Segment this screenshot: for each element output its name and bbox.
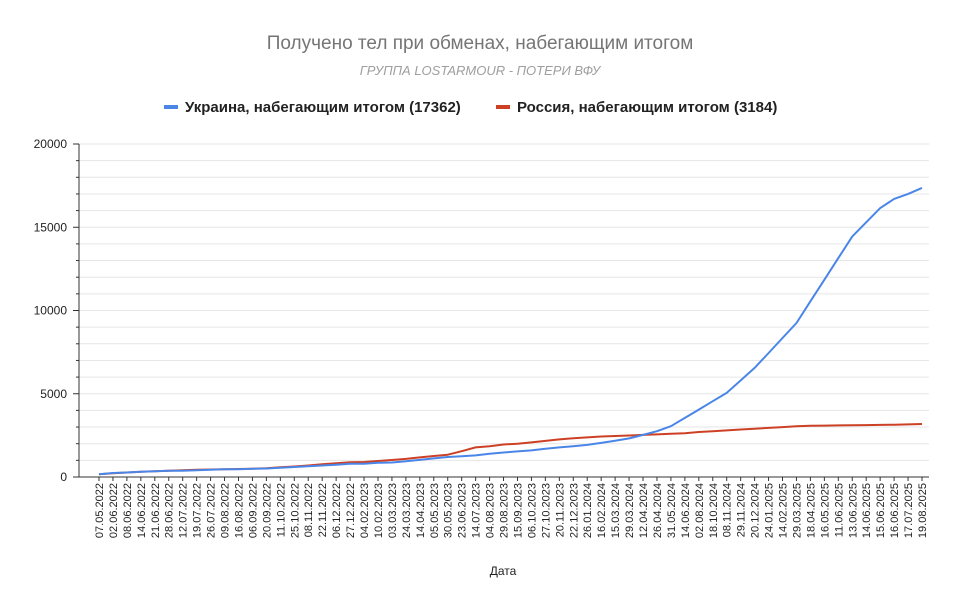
x-axis-title: Дата (490, 564, 517, 578)
x-tick-label: 05.05.2023 (429, 483, 441, 538)
y-tick-label: 15000 (34, 220, 68, 234)
x-tick-label: 14.04.2023 (415, 483, 427, 538)
x-tick-label: 12.07.2022 (178, 483, 190, 538)
y-tick-label: 5000 (40, 387, 67, 401)
x-tick-label: 20.11.2023 (554, 483, 566, 537)
x-tick-label: 26.07.2022 (206, 483, 218, 538)
x-tick-label: 22.12.2023 (568, 483, 580, 538)
x-tick-label: 13.06.2025 (847, 483, 859, 538)
gridlines (79, 143, 929, 478)
x-tick-label: 31.05.2024 (666, 483, 678, 538)
y-tick-label: 10000 (34, 304, 68, 318)
x-tick-label: 16.02.2024 (596, 483, 608, 538)
x-tick-label: 15.09.2023 (512, 483, 524, 538)
x-tick-label: 15.06.2025 (875, 483, 887, 538)
series-lines (98, 186, 923, 476)
x-tick-label: 09.08.2022 (220, 483, 232, 538)
x-tick-label: 29.03.2024 (624, 483, 636, 538)
x-tick-label: 12.04.2024 (638, 483, 650, 538)
x-tick-label: 02.06.2022 (108, 483, 120, 538)
legend-label-russia: Россия, набегающим итогом (3184) (517, 99, 777, 116)
x-tick-label: 10.02.2023 (373, 483, 385, 538)
x-tick-label: 16.05.2025 (819, 483, 831, 538)
x-tick-label: 21.06.2022 (150, 483, 162, 538)
x-tick-label: 14.02.2025 (778, 483, 790, 538)
x-tick-label: 08.11.2022 (303, 483, 315, 537)
y-tick-label: 20000 (34, 137, 68, 151)
y-axis: 0 5000 10000 15000 20000 (34, 137, 80, 484)
x-tick-label: 29.08.2023 (499, 483, 511, 538)
x-tick-label: 18.04.2025 (805, 483, 817, 538)
x-tick-label: 23.06.2023 (457, 483, 469, 538)
x-tick-label: 04.02.2023 (359, 483, 371, 538)
x-tick-label: 20.09.2022 (261, 483, 273, 538)
x-tick-label: 30.05.2023 (443, 483, 455, 538)
x-tick-label: 16.06.2025 (889, 483, 901, 538)
x-tick-label: 25.10.2022 (289, 483, 301, 538)
x-tick-label: 15.03.2024 (610, 483, 622, 538)
x-tick-label: 29.11.2024 (736, 483, 748, 537)
x-tick-label: 14.06.2025 (861, 483, 873, 538)
x-tick-label: 04.08.2023 (485, 483, 497, 538)
x-tick-label: 28.06.2022 (164, 483, 176, 538)
x-tick-label: 03.03.2023 (387, 483, 399, 538)
x-tick-label: 14.07.2023 (471, 483, 483, 538)
x-tick-label: 07.05.2022 (94, 483, 106, 538)
x-tick-label: 24.01.2025 (764, 483, 776, 538)
x-tick-label: 17.07.2025 (903, 483, 915, 538)
x-tick-label: 27.10.2023 (540, 483, 552, 538)
x-axis: 07.05.2022 02.06.2022 08.06.2022 14.06.2022… (79, 476, 929, 538)
x-tick-label: 11.10.2022 (275, 483, 287, 537)
x-tick-label: 02.08.2024 (694, 483, 706, 538)
x-tick-label: 29.03.2025 (791, 483, 803, 538)
x-tick-label: 20.12.2024 (750, 483, 762, 538)
x-tick-label: 22.11.2022 (317, 483, 329, 537)
x-tick-label: 27.12.2022 (345, 483, 357, 538)
legend-label-ukraine: Украина, набегающим итогом (17362) (185, 99, 461, 116)
x-tick-label: 26.04.2024 (652, 483, 664, 538)
x-tick-label: 19.07.2022 (192, 483, 204, 538)
x-tick-label: 08.06.2022 (122, 483, 134, 538)
x-tick-label: 06.10.2023 (526, 483, 538, 538)
x-tick-label: 14.06.2024 (680, 483, 692, 538)
legend: Украина, набегающим итогом (17362) Росси… (164, 99, 777, 116)
x-tick-label: 14.06.2022 (136, 483, 148, 538)
x-tick-label: 16.08.2022 (233, 483, 245, 538)
x-tick-label: 18.10.2024 (708, 483, 720, 538)
series-line-ukraine (98, 186, 923, 476)
x-tick-label: 06.12.2022 (331, 483, 343, 538)
x-tick-label: 26.01.2024 (582, 483, 594, 538)
x-tick-label: 08.11.2024 (722, 483, 734, 537)
x-tick-label: 24.03.2023 (401, 483, 413, 538)
y-tick-label: 0 (60, 470, 67, 484)
x-tick-label: 11.06.2025 (833, 483, 845, 537)
x-tick-label: 06.09.2022 (247, 483, 259, 538)
x-tick-label: 19.08.2025 (917, 483, 929, 538)
chart-title: Получено тел при обменах, набегающим ито… (267, 33, 694, 54)
chart-subtitle: ГРУППА LOSTARMOUR - ПОТЕРИ ВФУ (360, 63, 602, 78)
